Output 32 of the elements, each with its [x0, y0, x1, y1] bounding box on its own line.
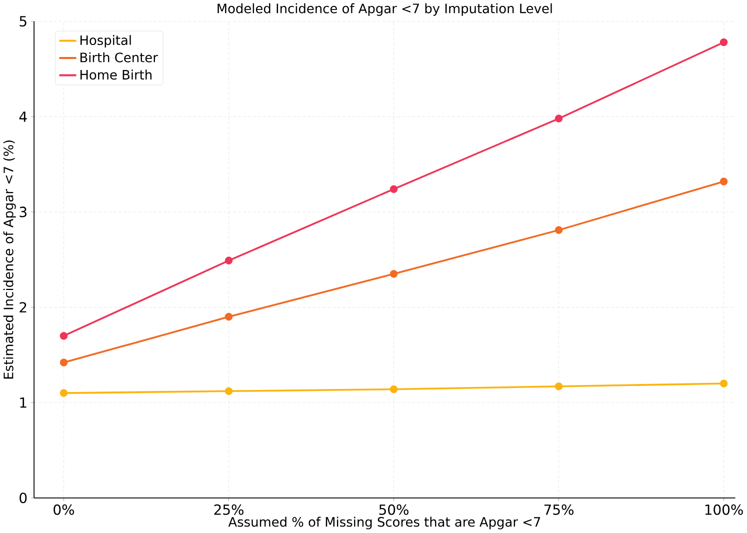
point: [720, 38, 728, 46]
legend-label: Birth Center: [80, 52, 158, 63]
y-tick-label: 3: [20, 206, 26, 218]
x-tick-label: 100%: [705, 504, 743, 516]
legend-label: Hospital: [80, 35, 131, 48]
point: [60, 332, 68, 340]
point: [720, 380, 728, 388]
point: [720, 178, 728, 186]
x-tick-label: 50%: [379, 504, 408, 516]
chart-title: Modeled Incidence of Apgar <7 by Imputation Level: [218, 3, 552, 16]
point: [224, 313, 233, 321]
point: [224, 256, 233, 265]
point: [60, 389, 68, 398]
y-axis-title: Estimated Incidence of Apgar <7 (%): [3, 140, 16, 379]
x-tick-label: 0%: [54, 504, 74, 516]
y-tick-label: 4: [19, 112, 27, 122]
x-axis-title: Assumed % of Missing Scores that are Apgar <7: [228, 516, 540, 530]
y-tick-label: 2: [20, 302, 26, 313]
point: [390, 386, 398, 394]
point: [390, 270, 398, 278]
y-tick-label: 0: [20, 492, 27, 504]
x-tick-label: 25%: [214, 504, 244, 516]
legend-label: Home Birth: [80, 70, 152, 80]
point: [554, 226, 563, 234]
point: [554, 114, 563, 123]
point: [554, 382, 563, 390]
point: [60, 358, 68, 367]
x-tick-label: 75%: [544, 504, 574, 516]
point: [390, 185, 398, 194]
y-tick-label: 1: [20, 398, 26, 408]
point: [224, 387, 233, 396]
y-tick-label: 5: [20, 16, 26, 27]
